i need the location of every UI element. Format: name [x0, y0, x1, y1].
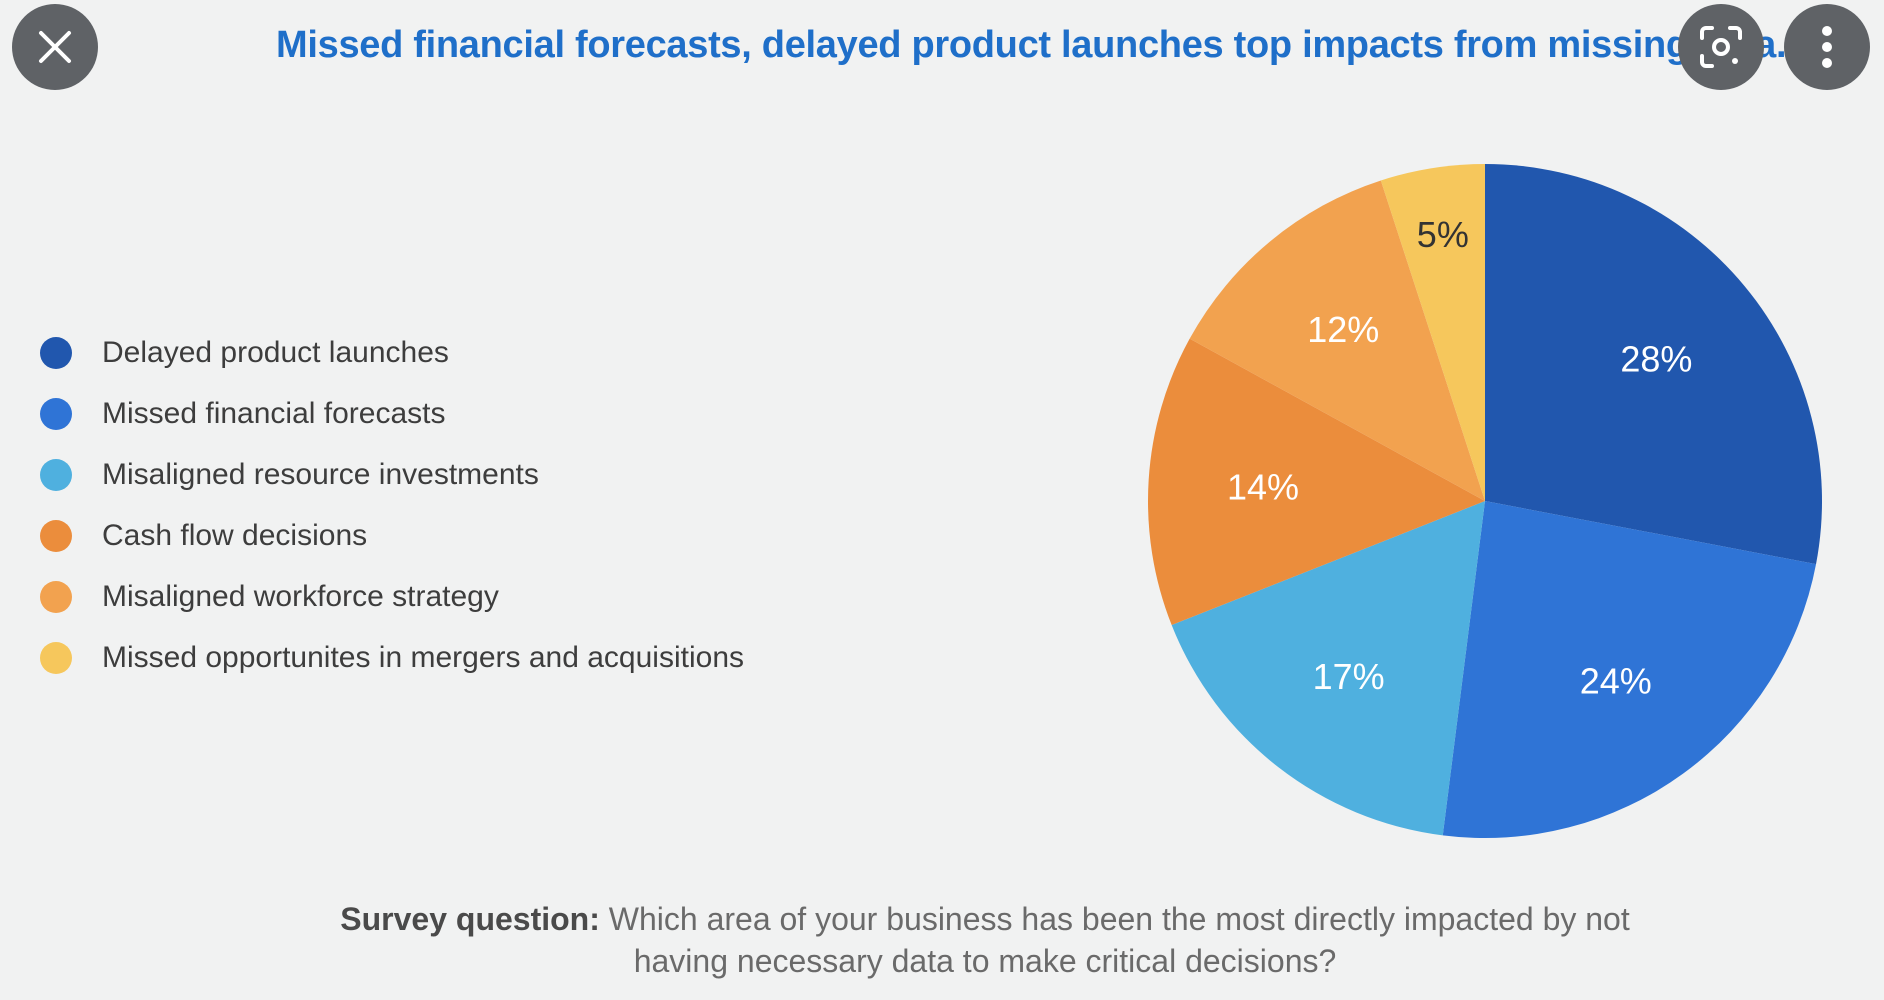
legend-item: Misaligned resource investments [40, 444, 744, 505]
legend-item: Cash flow decisions [40, 505, 744, 566]
legend-label: Misaligned workforce strategy [102, 579, 499, 613]
lens-search-icon [1700, 26, 1742, 68]
legend-swatch [40, 458, 72, 491]
pie-slice [1171, 501, 1485, 836]
legend-item: Missed opportunites in mergers and acqui… [40, 627, 744, 688]
close-button[interactable] [12, 4, 98, 90]
slice-value-label: 28% [1620, 339, 1692, 380]
legend-label: Delayed product launches [102, 335, 449, 369]
survey-question-label: Survey question: [340, 901, 600, 937]
close-icon [39, 31, 71, 63]
legend-label: Misaligned resource investments [102, 457, 539, 491]
pie-slice [1442, 501, 1817, 838]
legend-swatch [40, 519, 72, 552]
legend-label: Missed financial forecasts [102, 396, 446, 430]
more-options-button[interactable] [1784, 4, 1870, 90]
legend-swatch [40, 336, 72, 369]
slice-value-label: 5% [1417, 214, 1469, 255]
legend-item: Delayed product launches [40, 322, 744, 383]
legend-swatch [40, 580, 72, 613]
legend-label: Cash flow decisions [102, 518, 368, 552]
legend-swatch [40, 397, 72, 430]
legend-label: Missed opportunites in mergers and acqui… [102, 640, 744, 674]
lens-search-button[interactable] [1678, 4, 1764, 90]
chart-title: Missed financial forecasts, delayed prod… [276, 24, 1787, 66]
legend-item: Missed financial forecasts [40, 383, 744, 444]
slice-value-label: 12% [1307, 309, 1379, 350]
slice-value-label: 14% [1227, 467, 1299, 508]
pie-slice [1148, 338, 1485, 626]
legend-swatch [40, 641, 72, 674]
legend-item: Misaligned workforce strategy [40, 566, 744, 627]
pie-slice [1189, 180, 1485, 501]
pie-slice [1380, 164, 1485, 501]
more-vertical-icon [1822, 26, 1832, 68]
survey-question: Survey question: Which area of your busi… [330, 898, 1640, 982]
pie-chart: 28% 24% 17% 14% 12% 5% [1148, 164, 1822, 838]
survey-question-text: Which area of your business has been the… [599, 901, 1630, 979]
chart-legend: Delayed product launches Missed financial… [40, 322, 744, 688]
slice-value-label: 17% [1313, 656, 1385, 697]
pie-slice [1485, 164, 1822, 565]
slice-value-label: 24% [1580, 660, 1652, 701]
